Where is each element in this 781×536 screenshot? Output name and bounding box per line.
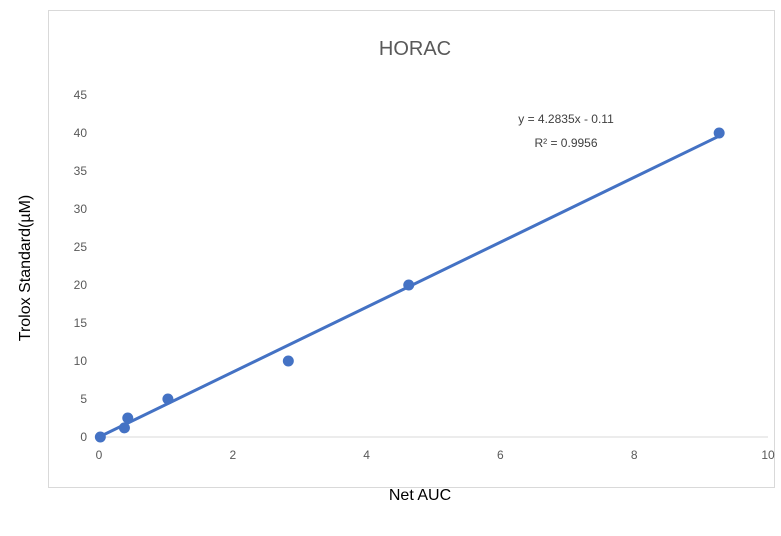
x-tick-label: 6: [497, 448, 504, 462]
y-tick-label: 30: [74, 202, 88, 216]
chart-title: HORAC: [379, 38, 451, 60]
data-point: [119, 422, 130, 433]
x-tick-label: 4: [363, 448, 370, 462]
data-point: [162, 394, 173, 405]
data-point: [403, 280, 414, 291]
data-point: [122, 413, 133, 424]
y-tick-label: 0: [80, 430, 87, 444]
y-tick-label: 25: [74, 240, 88, 254]
trendline-r-squared: R² = 0.9956: [534, 136, 597, 150]
data-point: [714, 128, 725, 139]
y-axis-ticks: 0 5 10 15 20 25 30 35 40 45: [74, 88, 88, 444]
y-axis-title: Trolox Standard(µM): [17, 195, 34, 341]
x-axis-ticks: 0 2 4 6 8 10: [96, 448, 775, 462]
x-axis-title: Net AUC: [389, 487, 451, 504]
y-tick-label: 20: [74, 278, 88, 292]
y-tick-label: 45: [74, 88, 88, 102]
data-point: [283, 356, 294, 367]
y-tick-label: 10: [74, 354, 88, 368]
y-tick-label: 5: [80, 392, 87, 406]
data-points: [95, 128, 725, 443]
x-tick-label: 2: [229, 448, 236, 462]
x-tick-label: 8: [631, 448, 638, 462]
trendline-equation: y = 4.2835x - 0.11: [518, 112, 614, 126]
y-tick-label: 35: [74, 164, 88, 178]
data-point: [95, 432, 106, 443]
y-tick-label: 15: [74, 316, 88, 330]
y-tick-label: 40: [74, 126, 88, 140]
x-tick-label: 0: [96, 448, 103, 462]
x-tick-label: 10: [761, 448, 775, 462]
